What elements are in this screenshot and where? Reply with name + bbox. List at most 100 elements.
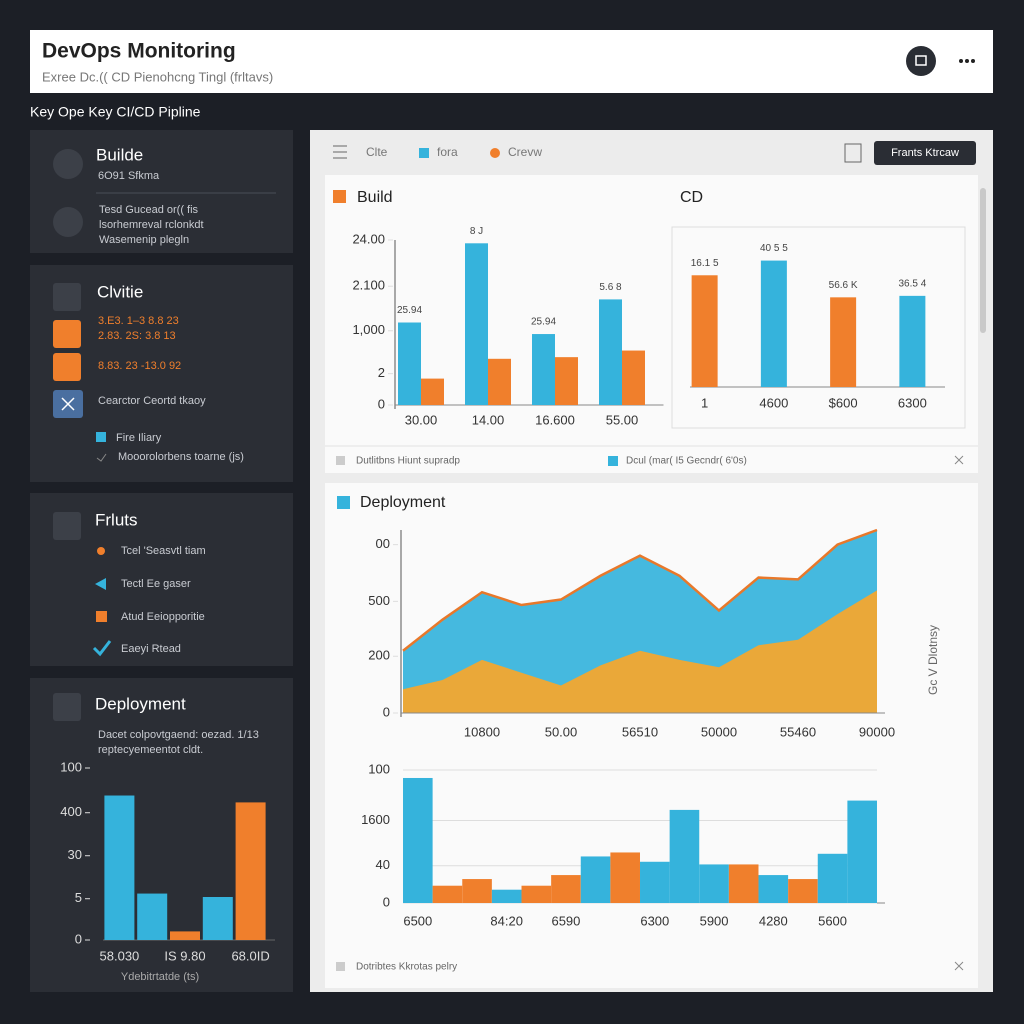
- y-tick-label: 24.00: [352, 231, 385, 246]
- card-title: Deployment: [95, 694, 186, 713]
- bar: [599, 299, 622, 405]
- icon: [95, 578, 106, 590]
- user-icon: [915, 55, 927, 66]
- x-tick-label: 6590: [551, 913, 580, 928]
- bar: [235, 802, 266, 940]
- bar: [788, 879, 818, 903]
- item: 8.83. 23 -13.0 92: [98, 360, 181, 372]
- bar: [847, 800, 877, 903]
- annotation: 5.6 8: [599, 282, 622, 293]
- bar: [137, 893, 168, 940]
- x-tick-label: 5600: [818, 913, 847, 928]
- y-tick-label: 200: [368, 648, 390, 663]
- icon: [53, 149, 83, 179]
- bar: [551, 875, 581, 903]
- bar: [462, 879, 492, 903]
- header: [30, 30, 993, 93]
- icon: [53, 512, 81, 540]
- y-tick-label: 0: [378, 396, 385, 411]
- button-label: Frants Ktrcaw: [891, 147, 959, 159]
- menu-button[interactable]: [959, 59, 975, 63]
- section-label: Key Ope Key CI/CD Pipline: [30, 104, 201, 120]
- footer-label: Dotribtes Kkrotas pelry: [356, 962, 457, 973]
- user-button[interactable]: [906, 46, 936, 76]
- x-axis-label: Ydebitrtatde (ts): [121, 971, 199, 983]
- title-swatch: [337, 496, 350, 509]
- bar: [610, 852, 640, 903]
- item: Mooorolorbens toarne (js): [118, 451, 244, 463]
- page-subtitle: Exree Dc.(( CD Pienohcng Tingl (frltavs): [42, 69, 273, 84]
- action-button[interactable]: [874, 141, 976, 165]
- annotation: 36.5 4: [898, 279, 926, 290]
- item: Eaeyi Rtead: [121, 643, 181, 655]
- x-tick-label: $600: [829, 395, 858, 410]
- y-tick-label: 5: [75, 890, 82, 905]
- legend-swatch: [490, 148, 500, 158]
- x-tick-label: 4600: [759, 395, 788, 410]
- legend-label: Crevw: [508, 145, 542, 159]
- item: 2.83. 2S: 3.8 13: [98, 330, 176, 342]
- card-text: reptecyemeentot cldt.: [98, 744, 203, 756]
- y-tick-label: 2: [378, 365, 385, 380]
- area-edge: [402, 528, 878, 652]
- bar: [640, 861, 670, 903]
- icon: [61, 397, 75, 411]
- y-tick-label: 0: [383, 704, 390, 719]
- icon: [53, 320, 81, 348]
- card-text: Dacet colpovtgaend: oezad. 1/13: [98, 729, 259, 741]
- legend-swatch: [608, 456, 618, 466]
- card-title: Builde: [96, 145, 143, 164]
- item: Fire Iliary: [116, 432, 162, 444]
- bar: [669, 809, 700, 903]
- x-tick-label: 55.00: [606, 412, 639, 427]
- close-button[interactable]: [954, 455, 964, 465]
- x-tick-label: 90000: [859, 724, 895, 739]
- area: [403, 590, 877, 713]
- item: Tcel 'Seasvtl tiam: [121, 545, 206, 557]
- bar: [899, 295, 926, 387]
- card-title: Clvitie: [97, 282, 143, 301]
- scrollbar[interactable]: [980, 188, 986, 333]
- y-tick-label: 40: [376, 857, 390, 872]
- x-tick-label: 68.0ID: [231, 948, 269, 963]
- legend-swatch: [96, 432, 106, 442]
- card-title: Frluts: [95, 510, 138, 529]
- bar: [699, 864, 729, 903]
- annotation: 25.94: [531, 317, 556, 328]
- x-tick-label: 6500: [403, 913, 432, 928]
- y-tick-label: 0: [383, 894, 390, 909]
- bar: [491, 889, 522, 903]
- x-tick-label: 1: [701, 395, 708, 410]
- bar: [104, 795, 135, 940]
- card-text: Wasemenip plegln: [99, 234, 189, 246]
- bar: [398, 322, 421, 405]
- x-tick-label: IS 9.80: [164, 948, 205, 963]
- menu-icon[interactable]: [333, 145, 347, 159]
- y-tick-label: 0: [75, 931, 82, 946]
- annotation: 25.94: [397, 305, 422, 316]
- close-button[interactable]: [954, 961, 964, 971]
- x-tick-label: 50.00: [545, 724, 578, 739]
- bar: [521, 885, 552, 903]
- x-tick-label: 4280: [759, 913, 788, 928]
- icon: [96, 453, 107, 462]
- bar: [421, 378, 444, 405]
- x-tick-label: 6300: [898, 395, 927, 410]
- bar: [728, 864, 759, 903]
- annotation: 56.6 K: [829, 280, 858, 291]
- annotation: 40 5 5: [760, 243, 788, 254]
- y-tick-label: 100: [60, 759, 82, 774]
- title-swatch: [333, 190, 346, 203]
- card-subtitle: 6O91 Sfkma: [98, 170, 160, 182]
- export-button[interactable]: [844, 143, 862, 163]
- item: Tectl Ee gaser: [121, 578, 191, 590]
- bar: [555, 357, 578, 405]
- x-tick-label: 58.030: [100, 948, 140, 963]
- y-tick-label: 400: [60, 804, 82, 819]
- legend-swatch: [336, 962, 345, 971]
- bar: [202, 897, 233, 940]
- legend-swatch: [336, 456, 345, 465]
- card: [325, 175, 978, 473]
- bar: [465, 243, 488, 405]
